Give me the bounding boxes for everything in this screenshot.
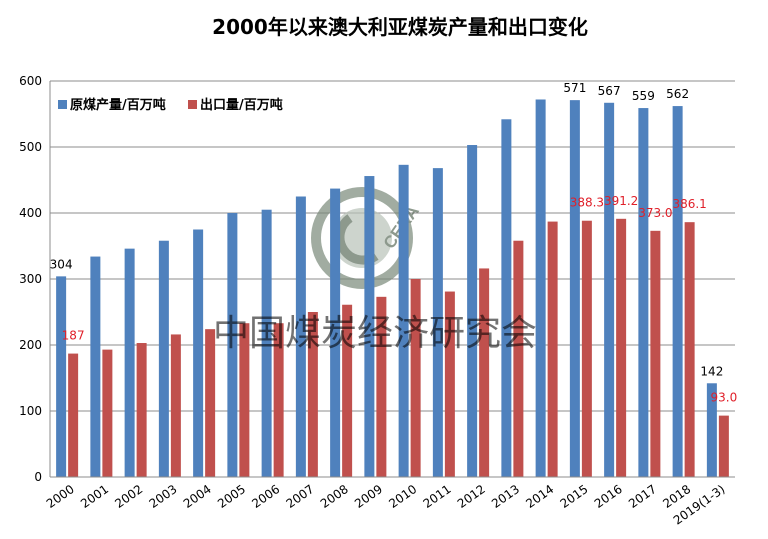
legend-swatch-export bbox=[188, 100, 197, 109]
bar-production bbox=[569, 100, 580, 477]
bar-export bbox=[513, 240, 524, 477]
bar-production bbox=[124, 248, 135, 477]
bar-export bbox=[239, 323, 250, 477]
bar-export bbox=[616, 218, 627, 478]
data-label-production: 304 bbox=[50, 257, 73, 271]
bar-production bbox=[193, 229, 204, 477]
x-tick-label: 2017 bbox=[626, 482, 659, 511]
bar-production bbox=[535, 99, 546, 477]
bar-export bbox=[684, 222, 695, 477]
x-tick-label: 2015 bbox=[558, 482, 591, 511]
bar-production bbox=[467, 145, 478, 477]
x-tick-label: 2008 bbox=[318, 482, 351, 511]
data-label-production: 571 bbox=[563, 81, 586, 95]
bar-production bbox=[158, 240, 169, 477]
x-tick-label: 2003 bbox=[147, 482, 180, 511]
chart-title: 2000年以来澳大利亚煤炭产量和出口变化 bbox=[212, 15, 588, 39]
bar-export bbox=[650, 230, 661, 477]
legend: 原煤产量/百万吨 出口量/百万吨 bbox=[58, 97, 283, 113]
bar-production bbox=[501, 119, 512, 477]
x-tick-label: 2001 bbox=[78, 482, 111, 511]
bar-export bbox=[581, 220, 592, 478]
data-label-production: 142 bbox=[700, 364, 723, 378]
bar-production bbox=[398, 164, 409, 477]
x-tick-label: 2011 bbox=[421, 482, 454, 511]
y-tick-label: 500 bbox=[19, 140, 42, 154]
y-tick-label: 600 bbox=[19, 74, 42, 88]
data-label-production: 562 bbox=[666, 87, 689, 101]
x-tick-label: 2004 bbox=[181, 482, 214, 511]
bar-production bbox=[261, 209, 272, 477]
x-tick-label: 2009 bbox=[352, 482, 385, 511]
x-tick-label: 2014 bbox=[523, 482, 556, 511]
data-label-export: 386.1 bbox=[672, 197, 706, 211]
bar-export bbox=[479, 268, 490, 477]
bar-production bbox=[56, 276, 67, 477]
x-tick-label: 2013 bbox=[489, 482, 522, 511]
y-tick-label: 400 bbox=[19, 206, 42, 220]
bar-production bbox=[706, 383, 717, 477]
bar-export bbox=[547, 221, 558, 477]
bar-export bbox=[307, 312, 318, 477]
y-axis-ticks: 0 100 200 300 400 500 600 bbox=[19, 74, 42, 484]
legend-swatch-production bbox=[58, 100, 67, 109]
y-tick-label: 200 bbox=[19, 338, 42, 352]
bar-production bbox=[672, 106, 683, 477]
bar-production bbox=[638, 108, 649, 477]
x-tick-label: 2016 bbox=[592, 482, 625, 511]
data-label-export: 388.3 bbox=[570, 196, 604, 210]
bar-export bbox=[444, 291, 455, 477]
bar-production bbox=[295, 196, 306, 477]
x-tick-label: 2012 bbox=[455, 482, 488, 511]
bar-export bbox=[205, 329, 216, 477]
bar-production bbox=[604, 102, 615, 477]
bar-export bbox=[410, 279, 421, 477]
bar-production bbox=[432, 168, 443, 477]
bar-export bbox=[136, 343, 147, 477]
y-tick-label: 300 bbox=[19, 272, 42, 286]
x-tick-label: 2010 bbox=[386, 482, 419, 511]
x-axis-ticks: 2000 2001 2002 2003 2004 2005 2006 2007 2008 2009… bbox=[44, 482, 728, 528]
y-tick-label: 0 bbox=[34, 470, 42, 484]
legend-label-export: 出口量/百万吨 bbox=[200, 97, 283, 113]
x-tick-label: 2006 bbox=[249, 482, 282, 511]
bar-export bbox=[376, 296, 387, 477]
legend-label-production: 原煤产量/百万吨 bbox=[70, 97, 166, 113]
data-label-export: 187 bbox=[62, 329, 85, 343]
data-label-export: 391.2 bbox=[604, 194, 638, 208]
bar-production bbox=[364, 176, 375, 478]
x-tick-label: 2007 bbox=[284, 482, 317, 511]
x-tick-label: 2002 bbox=[112, 482, 145, 511]
bar-production bbox=[227, 213, 238, 477]
data-labels: 304 571 567 559 562 142 187 388.3 391.2373.0386.… bbox=[50, 81, 738, 404]
watermark-text: 中国煤炭经济研究会 bbox=[213, 313, 537, 354]
bar-export bbox=[170, 334, 181, 477]
bar-export bbox=[68, 353, 79, 477]
data-label-export: 373.0 bbox=[638, 206, 672, 220]
bar-export bbox=[718, 415, 729, 477]
x-tick-label: 2005 bbox=[215, 482, 248, 511]
data-label-export: 93.0 bbox=[711, 391, 738, 405]
data-label-production: 559 bbox=[632, 89, 655, 103]
bar-production bbox=[90, 256, 101, 477]
bar-production bbox=[330, 188, 341, 477]
bar-export bbox=[102, 349, 113, 477]
bar-export bbox=[273, 323, 284, 477]
bar-export bbox=[342, 304, 353, 477]
x-tick-label: 2000 bbox=[44, 482, 77, 511]
y-tick-label: 100 bbox=[19, 404, 42, 418]
data-label-production: 567 bbox=[598, 84, 621, 98]
bars bbox=[56, 99, 729, 478]
